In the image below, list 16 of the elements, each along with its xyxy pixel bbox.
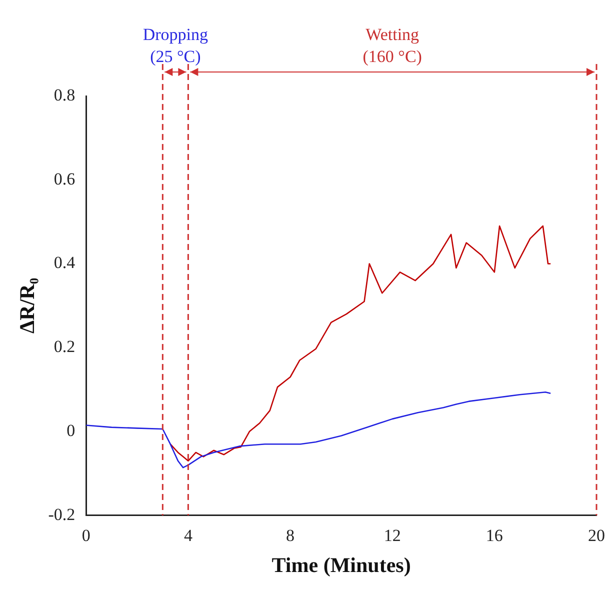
y-axis-title: ΔR/R₀ [15,278,40,334]
x-axis-title: Time (Minutes) [272,552,411,577]
x-tick-label: 4 [184,526,193,546]
y-tick-label: -0.2 [48,504,76,524]
x-tick-label: 16 [486,526,503,546]
text: Dropping (25 °C) [142,25,209,66]
x-tick-label: 20 [588,526,605,546]
y-tick-label: 0.4 [54,253,76,272]
x-tick-label: 12 [384,526,401,546]
y-tick-label: 0.6 [54,169,76,188]
y-tick-label: 0 [66,420,76,440]
y-tick-label: 0.8 [54,85,76,104]
x-tick-label: 0 [82,526,90,546]
y-tick-label: 0.2 [54,337,76,356]
text: Wetting (160 °C) [362,25,422,66]
x-tick-label: 8 [286,526,295,546]
